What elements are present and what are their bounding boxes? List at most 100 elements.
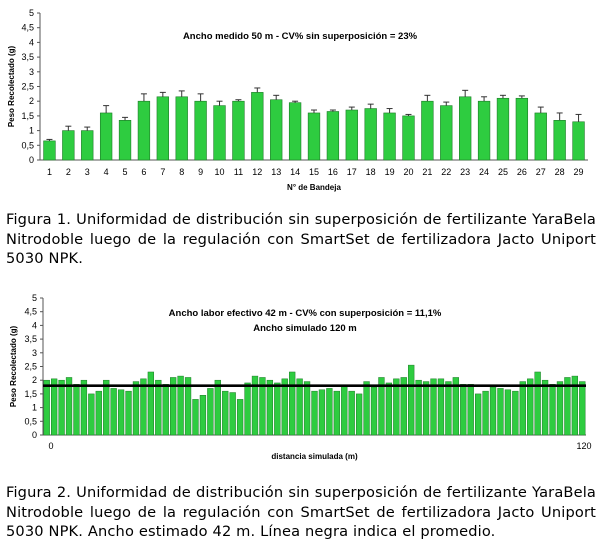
chart-2-bar bbox=[452, 377, 459, 436]
chart-2-x-axis-label: distancia simulada (m) bbox=[271, 452, 358, 461]
chart-1-x-tick-label: 19 bbox=[385, 167, 395, 177]
chart-2-x-tick-label: 120 bbox=[576, 441, 591, 451]
chart-2-bar bbox=[482, 390, 489, 436]
chart-1-y-tick-label: 0,5 bbox=[21, 140, 34, 150]
chart-1-x-tick-label: 1 bbox=[47, 167, 52, 177]
chart-2-bar bbox=[132, 381, 140, 436]
chart-2-bar bbox=[519, 381, 526, 436]
chart-1-bar bbox=[459, 96, 472, 161]
chart-2-bar bbox=[192, 399, 199, 436]
chart-2-annotation-2: Ancho simulado 120 m bbox=[253, 323, 356, 334]
chart-1-x-tick-label: 17 bbox=[347, 167, 357, 177]
chart-2-bar bbox=[579, 381, 586, 436]
chart-1-y-axis-label: Peso Recolectado (g) bbox=[7, 45, 16, 127]
chart-2-bar bbox=[571, 375, 578, 436]
chart-1-x-tick-label: 7 bbox=[160, 167, 165, 177]
chart-2-bar bbox=[355, 393, 363, 436]
chart-1-x-tick-label: 22 bbox=[441, 167, 451, 177]
chart-1-bar bbox=[156, 96, 169, 161]
chart-2-bar bbox=[408, 364, 415, 436]
chart-2-bar bbox=[348, 390, 355, 436]
chart-1-bar bbox=[81, 130, 94, 161]
chart-2-bar bbox=[88, 393, 95, 436]
chart-2-bar bbox=[326, 388, 333, 436]
chart-2-bar bbox=[460, 384, 467, 436]
chart-2-bar bbox=[281, 378, 288, 436]
chart-2-y-tick-label: 0,5 bbox=[24, 416, 37, 426]
chart-1-x-tick-label: 20 bbox=[403, 167, 413, 177]
chart-2-y-tick-label: 4,5 bbox=[24, 307, 37, 317]
chart-1-x-tick-label: 11 bbox=[234, 167, 243, 177]
chart-1-bar bbox=[383, 112, 396, 161]
figure-1-caption: Figura 1. Uniformidad de distribución si… bbox=[6, 211, 596, 267]
chart-1-bar bbox=[307, 112, 321, 161]
chart-1-bar bbox=[402, 115, 415, 161]
chart-2-bar bbox=[259, 377, 266, 436]
chart-2-bar bbox=[95, 390, 102, 436]
chart-2-bar bbox=[251, 375, 259, 436]
chart-1-x-tick-label: 2 bbox=[66, 167, 71, 177]
figure-2-chart: 0 0,5 1 1,5 2 2,5 3 3,5 4 4,5 5 0 120 distancia simul… bbox=[0, 290, 600, 465]
chart-1-bar bbox=[553, 120, 566, 161]
chart-2-bar bbox=[73, 384, 80, 436]
figure-2-caption: Figura 2. Uniformidad de distribución si… bbox=[6, 484, 596, 540]
chart-1-bar bbox=[137, 100, 151, 161]
chart-1-bar bbox=[62, 130, 75, 161]
chart-2-bar bbox=[534, 371, 541, 436]
chart-2-bar bbox=[489, 386, 497, 436]
chart-1-bar bbox=[213, 105, 226, 161]
chart-2-bar bbox=[341, 385, 348, 436]
chart-1-x-tick-label: 10 bbox=[215, 167, 225, 177]
chart-1-x-tick-label: 15 bbox=[309, 167, 319, 177]
chart-2-y-tick-label: 3,5 bbox=[24, 334, 37, 344]
chart-2-bar bbox=[140, 378, 147, 436]
chart-1-x-tick-label: 4 bbox=[104, 167, 109, 177]
chart-1-x-tick-label: 24 bbox=[479, 167, 489, 177]
chart-2-bar bbox=[333, 390, 340, 436]
chart-2-bar bbox=[504, 389, 512, 436]
chart-2-bar bbox=[378, 377, 385, 436]
chart-2-bar bbox=[474, 393, 482, 436]
chart-2-bar bbox=[303, 381, 311, 436]
chart-1-bar bbox=[118, 120, 132, 161]
chart-2-y-tick-label: 2 bbox=[32, 375, 37, 385]
chart-2-bar bbox=[445, 381, 452, 436]
chart-1-x-tick-label: 21 bbox=[422, 167, 432, 177]
chart-1-x-tick-label: 8 bbox=[179, 167, 184, 177]
chart-1-bar bbox=[251, 92, 264, 161]
chart-2-bar bbox=[363, 381, 370, 436]
chart-2-bar bbox=[222, 390, 229, 436]
chart-2-bar bbox=[549, 384, 556, 436]
chart-1-y-tick-label: 5 bbox=[29, 8, 34, 18]
chart-2-x-tick-label: 0 bbox=[48, 441, 53, 451]
chart-1-bar bbox=[515, 97, 529, 161]
chart-1-bar bbox=[194, 100, 207, 161]
chart-1-y-tick-label: 4 bbox=[29, 37, 34, 47]
chart-1-x-tick-label: 27 bbox=[536, 167, 546, 177]
chart-1-x-tick-label: 26 bbox=[517, 167, 527, 177]
chart-1-x-tick-label: 13 bbox=[271, 167, 281, 177]
chart-1-annotation: Ancho medido 50 m - CV% sin superposició… bbox=[183, 31, 418, 42]
chart-2-bar bbox=[467, 384, 474, 436]
chart-1-y-tick-label: 0 bbox=[29, 155, 34, 165]
chart-1-y-tick-label: 3 bbox=[29, 67, 34, 77]
chart-2-bar bbox=[110, 388, 117, 436]
chart-1-bar bbox=[99, 112, 113, 161]
chart-1-bar bbox=[421, 100, 434, 161]
chart-2-bar bbox=[229, 392, 236, 436]
chart-2-bar bbox=[556, 381, 564, 436]
chart-2-bar bbox=[385, 382, 393, 436]
chart-1-x-tick-label: 18 bbox=[366, 167, 376, 177]
chart-2-bar bbox=[184, 377, 192, 436]
chart-1-bar bbox=[534, 112, 547, 161]
chart-1-bar bbox=[288, 102, 302, 161]
chart-1-x-tick-label: 23 bbox=[460, 167, 470, 177]
chart-2-bar bbox=[512, 390, 519, 436]
figure-2-svg: 0 0,5 1 1,5 2 2,5 3 3,5 4 4,5 5 0 120 distancia simul… bbox=[9, 293, 592, 461]
chart-2-bar bbox=[199, 395, 207, 436]
chart-1-x-axis-label: N° de Bandeja bbox=[287, 183, 341, 192]
chart-2-bar bbox=[318, 389, 326, 436]
chart-1-y-tick-label: 2 bbox=[29, 96, 34, 106]
chart-1-bar bbox=[440, 105, 453, 161]
chart-2-y-tick-label: 4 bbox=[32, 320, 37, 330]
